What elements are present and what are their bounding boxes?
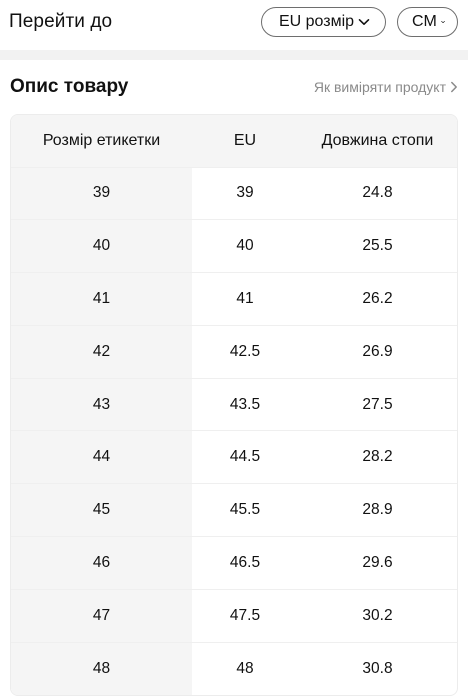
column-header-label-size: Розмір етикетки [11,115,192,167]
size-chart-table: Розмір етикетки EU Довжина стопи 39 39 2… [10,114,458,696]
table-row: 44 44.5 28.2 [11,430,457,484]
size-table: Розмір етикетки EU Довжина стопи 39 39 2… [11,115,457,695]
table-header-row: Розмір етикетки EU Довжина стопи [11,115,457,167]
cell-label-size: 41 [11,272,192,326]
table-row: 45 45.5 28.9 [11,483,457,537]
chevron-right-icon [451,81,457,93]
product-description-title: Опис товару [10,76,129,97]
cell-foot-length: 30.8 [298,641,457,695]
table-row: 46 46.5 29.6 [11,536,457,590]
cell-eu: 39 [192,166,298,220]
unit-dropdown[interactable]: CM [397,7,458,37]
jump-to-header: Перейти до EU розмір CM [0,0,468,44]
cell-label-size: 39 [11,166,192,220]
chevron-down-icon [441,20,445,24]
cell-label-size: 40 [11,219,192,273]
table-row: 41 41 26.2 [11,272,457,326]
how-to-measure-label: Як виміряти продукт [313,79,446,95]
cell-label-size: 43 [11,377,192,431]
column-header-eu: EU [192,115,298,167]
how-to-measure-link[interactable]: Як виміряти продукт [314,79,458,95]
product-description-header: Опис товару Як виміряти продукт [0,60,468,114]
column-header-foot-length: Довжина стопи [298,115,457,167]
cell-foot-length: 28.9 [298,483,457,537]
table-row: 43 43.5 27.5 [11,377,457,431]
cell-eu: 46.5 [192,536,298,590]
cell-eu: 43.5 [192,377,298,431]
cell-label-size: 46 [11,536,192,590]
size-system-label: EU розмір [278,13,355,30]
cell-foot-length: 26.2 [298,272,457,326]
cell-label-size: 47 [11,588,192,643]
cell-label-size: 45 [11,483,192,537]
unit-label: CM [412,13,437,30]
cell-eu: 41 [192,272,298,326]
table-row: 48 48 30.8 [11,641,457,695]
cell-foot-length: 29.6 [298,536,457,590]
cell-eu: 45.5 [192,483,298,537]
cell-foot-length: 28.2 [298,430,457,484]
chevron-down-icon [358,19,370,25]
size-selectors: EU розмір CM [261,7,458,37]
cell-eu: 48 [192,641,298,695]
cell-foot-length: 30.2 [298,588,457,643]
table-row: 40 40 25.5 [11,219,457,273]
table-row: 39 39 24.8 [11,166,457,220]
table-row: 42 42.5 26.9 [11,324,457,379]
cell-label-size: 48 [11,641,192,695]
cell-eu: 40 [192,219,298,273]
cell-foot-length: 26.9 [298,324,457,379]
cell-foot-length: 24.8 [298,166,457,220]
cell-label-size: 42 [11,324,192,379]
section-divider [0,50,468,60]
size-system-dropdown[interactable]: EU розмір [261,7,386,37]
table-row: 47 47.5 30.2 [11,588,457,643]
jump-to-title: Перейти до [9,11,113,32]
cell-eu: 47.5 [192,588,298,643]
cell-foot-length: 27.5 [298,377,457,431]
cell-eu: 44.5 [192,430,298,484]
cell-eu: 42.5 [192,324,298,379]
cell-label-size: 44 [11,430,192,484]
cell-foot-length: 25.5 [298,219,457,273]
